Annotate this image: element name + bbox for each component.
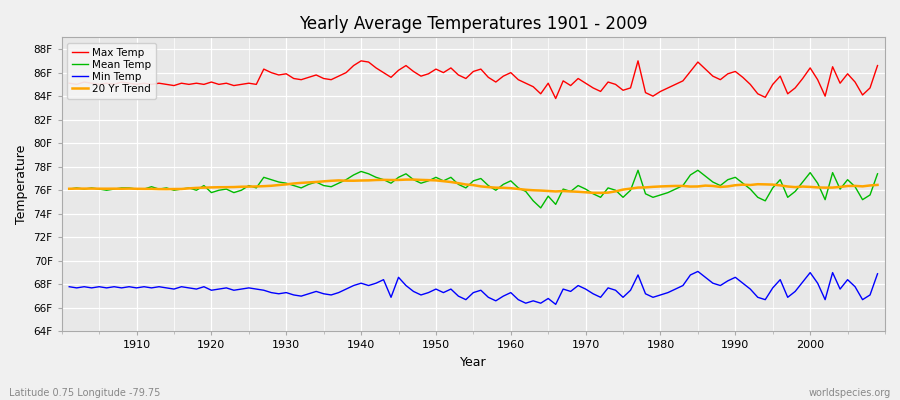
Line: 20 Yr Trend: 20 Yr Trend xyxy=(69,180,878,193)
20 Yr Trend xyxy=(872,182,883,187)
Min Temp xyxy=(506,290,517,295)
20 Yr Trend xyxy=(408,177,418,182)
Mean Temp xyxy=(288,183,299,188)
Min Temp xyxy=(64,284,75,289)
Mean Temp xyxy=(123,186,134,190)
Mean Temp xyxy=(872,171,883,176)
20 Yr Trend xyxy=(64,186,75,191)
Mean Temp xyxy=(64,187,75,192)
20 Yr Trend xyxy=(595,190,606,195)
Max Temp xyxy=(333,74,344,78)
Min Temp xyxy=(288,292,299,297)
Line: Mean Temp: Mean Temp xyxy=(69,170,878,208)
X-axis label: Year: Year xyxy=(460,356,487,369)
Title: Yearly Average Temperatures 1901 - 2009: Yearly Average Temperatures 1901 - 2009 xyxy=(299,15,648,33)
Min Temp xyxy=(603,286,614,290)
Min Temp xyxy=(498,294,508,298)
Line: Min Temp: Min Temp xyxy=(69,272,878,304)
Max Temp xyxy=(356,58,366,63)
Mean Temp xyxy=(536,206,546,210)
Min Temp xyxy=(550,302,561,307)
Max Temp xyxy=(610,82,621,87)
Y-axis label: Temperature: Temperature xyxy=(15,145,28,224)
Min Temp xyxy=(333,290,344,295)
20 Yr Trend xyxy=(288,181,299,186)
Mean Temp xyxy=(506,178,517,183)
Mean Temp xyxy=(633,168,643,173)
Min Temp xyxy=(123,284,134,289)
Mean Temp xyxy=(498,182,508,187)
Legend: Max Temp, Mean Temp, Min Temp, 20 Yr Trend: Max Temp, Mean Temp, Min Temp, 20 Yr Tre… xyxy=(67,42,157,99)
Max Temp xyxy=(872,63,883,68)
Text: Latitude 0.75 Longitude -79.75: Latitude 0.75 Longitude -79.75 xyxy=(9,388,160,398)
Max Temp xyxy=(64,81,75,86)
20 Yr Trend xyxy=(506,186,517,190)
20 Yr Trend xyxy=(610,189,621,194)
Min Temp xyxy=(872,271,883,276)
20 Yr Trend xyxy=(513,186,524,191)
Min Temp xyxy=(692,269,703,274)
Max Temp xyxy=(288,76,299,81)
20 Yr Trend xyxy=(123,186,134,191)
Text: worldspecies.org: worldspecies.org xyxy=(809,388,891,398)
Mean Temp xyxy=(333,181,344,186)
Max Temp xyxy=(513,77,524,82)
Max Temp xyxy=(123,81,134,86)
Mean Temp xyxy=(603,186,614,190)
Max Temp xyxy=(506,70,517,75)
Line: Max Temp: Max Temp xyxy=(69,61,878,98)
Max Temp xyxy=(550,96,561,101)
20 Yr Trend xyxy=(333,178,344,183)
